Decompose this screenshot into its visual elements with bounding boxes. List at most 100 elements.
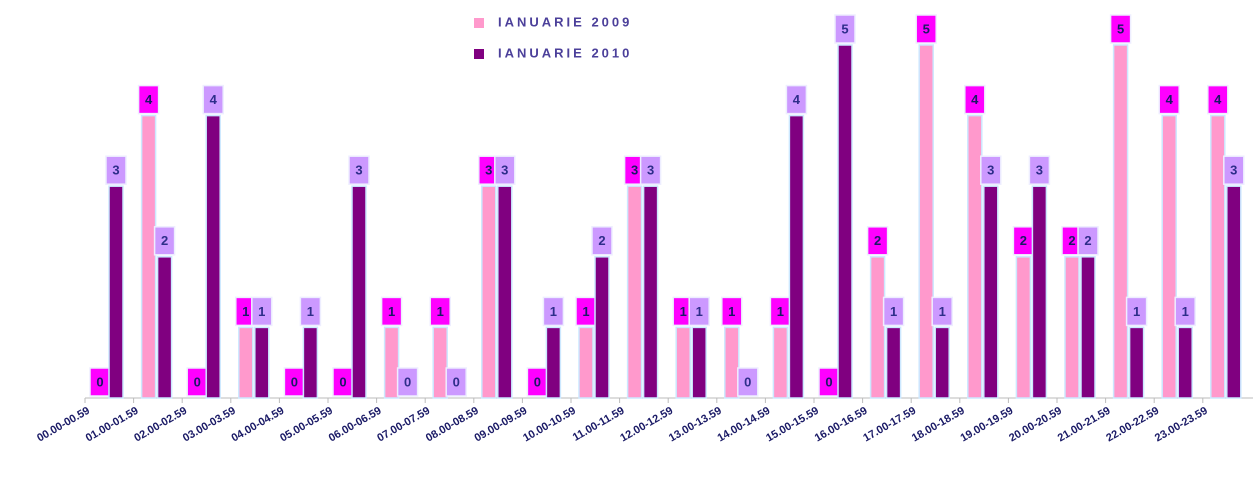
x-tick-label: 21.00-21.59 xyxy=(1056,405,1113,445)
bar xyxy=(918,44,934,399)
x-tick-label: 09.00-09.59 xyxy=(473,405,530,445)
x-tick-label: 23.00-23.59 xyxy=(1153,405,1210,445)
value-label-box xyxy=(1223,155,1245,185)
bar xyxy=(497,185,513,399)
value-label: 1 xyxy=(728,304,735,319)
value-label: 4 xyxy=(145,92,153,107)
value-label-box xyxy=(866,226,889,256)
bar xyxy=(108,185,124,399)
value-label: 1 xyxy=(680,304,687,319)
value-label-box xyxy=(299,296,322,327)
bar xyxy=(302,326,319,399)
value-label: 0 xyxy=(825,374,832,389)
x-tick-label: 10.00-10.59 xyxy=(521,405,578,445)
value-label: 0 xyxy=(194,374,201,389)
x-tick-label: 16.00-16.59 xyxy=(813,405,870,445)
value-label: 1 xyxy=(1182,304,1189,319)
bar xyxy=(675,326,691,399)
bar xyxy=(626,185,643,399)
value-label-box xyxy=(785,84,808,115)
value-label: 5 xyxy=(841,21,848,36)
value-label-box xyxy=(1158,84,1180,115)
bar xyxy=(772,326,789,399)
x-tick-label: 13.00-13.59 xyxy=(667,405,724,445)
legend-swatch xyxy=(474,18,484,28)
bar xyxy=(481,185,497,399)
value-label: 1 xyxy=(550,304,557,319)
value-label: 2 xyxy=(874,233,881,248)
bar xyxy=(351,185,367,399)
value-label: 1 xyxy=(777,304,784,319)
value-label-box xyxy=(1077,226,1099,256)
value-label: 4 xyxy=(1214,92,1222,107)
bar xyxy=(238,326,254,399)
value-label-box xyxy=(445,367,467,397)
value-label-box xyxy=(980,155,1002,185)
value-label: 0 xyxy=(744,374,751,389)
value-label: 0 xyxy=(291,374,298,389)
bar xyxy=(967,114,983,399)
value-label: 3 xyxy=(355,163,362,178)
value-label: 2 xyxy=(1084,233,1091,248)
bar xyxy=(1177,326,1193,399)
x-tick-label: 07.00-07.59 xyxy=(375,405,432,445)
value-label: 1 xyxy=(242,304,249,319)
x-tick-label: 19.00-19.59 xyxy=(959,405,1016,445)
x-tick-label: 01.00-01.59 xyxy=(84,405,141,445)
bar xyxy=(885,326,902,399)
value-label-box xyxy=(251,296,273,327)
value-label: 4 xyxy=(1166,92,1174,107)
x-tick-label: 02.00-02.59 xyxy=(132,405,189,445)
x-tick-label: 18.00-18.59 xyxy=(910,405,967,445)
value-label: 2 xyxy=(1068,233,1075,248)
value-label: 3 xyxy=(631,163,638,178)
value-label: 3 xyxy=(647,163,654,178)
bar xyxy=(578,326,594,399)
bar xyxy=(934,326,950,399)
value-label-box xyxy=(1174,296,1196,327)
bar xyxy=(156,256,173,399)
value-label-box xyxy=(348,155,370,185)
value-label: 5 xyxy=(1117,21,1124,36)
bar xyxy=(594,256,610,399)
value-label: 0 xyxy=(404,374,411,389)
bar xyxy=(1210,114,1226,399)
value-label: 3 xyxy=(112,163,119,178)
legend-swatch xyxy=(474,49,484,59)
value-label: 1 xyxy=(1133,304,1140,319)
value-label: 0 xyxy=(453,374,460,389)
value-label-box xyxy=(429,296,451,327)
bar xyxy=(1064,256,1080,399)
value-label-box xyxy=(882,296,905,327)
value-label-box xyxy=(1028,155,1051,185)
value-label-box xyxy=(931,296,953,327)
bar xyxy=(691,326,707,399)
bar xyxy=(788,114,805,399)
value-label: 1 xyxy=(939,304,946,319)
value-label-box xyxy=(153,226,176,256)
value-label-box xyxy=(688,296,710,327)
x-tick-label: 04.00-04.59 xyxy=(230,405,287,445)
value-label: 1 xyxy=(258,304,265,319)
bar xyxy=(1015,256,1032,399)
value-label: 4 xyxy=(210,92,218,107)
value-label-box xyxy=(380,296,403,327)
value-label: 0 xyxy=(96,374,103,389)
value-label: 5 xyxy=(923,21,930,36)
value-label: 0 xyxy=(534,374,541,389)
value-label: 1 xyxy=(890,304,897,319)
value-label: 1 xyxy=(388,304,395,319)
bar xyxy=(837,44,853,399)
value-label: 1 xyxy=(696,304,703,319)
bar xyxy=(983,185,999,399)
bar xyxy=(545,326,562,399)
value-label: 2 xyxy=(161,233,168,248)
value-label: 3 xyxy=(1230,163,1237,178)
x-tick-label: 14.00-14.59 xyxy=(716,405,773,445)
value-label-box xyxy=(542,296,565,327)
bar xyxy=(1161,114,1177,399)
value-label-box xyxy=(494,155,516,185)
value-label-box xyxy=(834,14,856,44)
x-tick-label: 15.00-15.59 xyxy=(764,405,821,445)
